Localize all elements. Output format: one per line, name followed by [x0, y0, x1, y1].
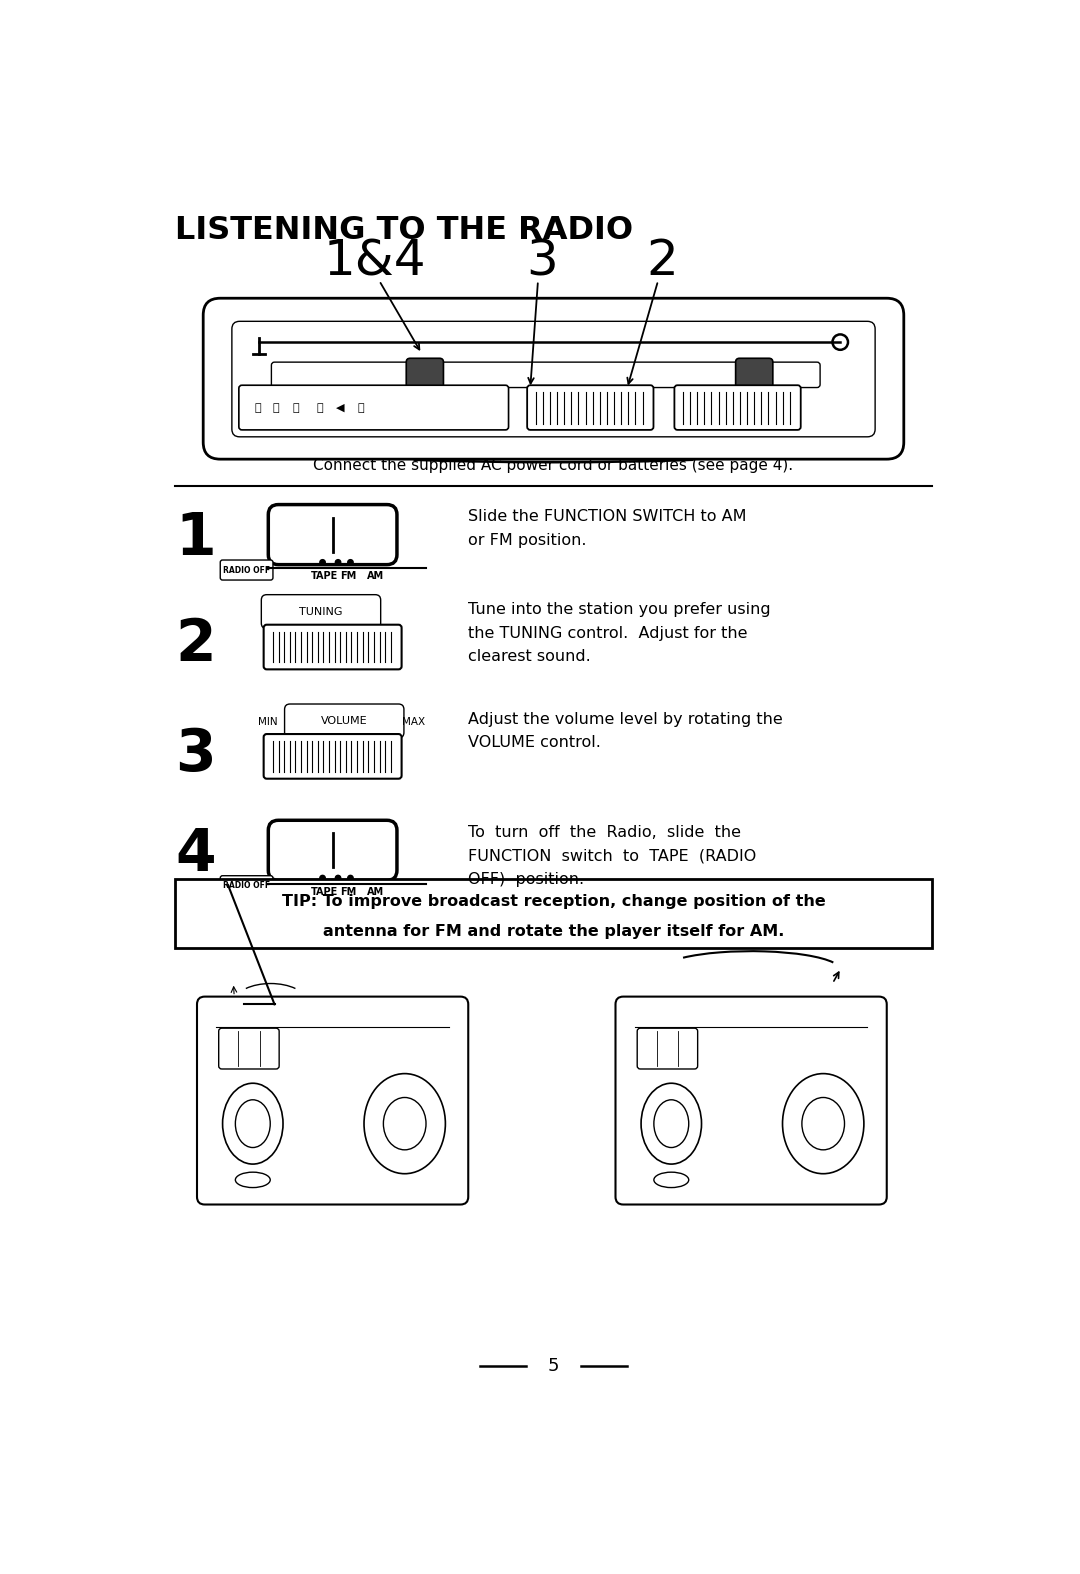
Circle shape	[348, 560, 353, 565]
Text: ⏺: ⏺	[357, 403, 365, 412]
Ellipse shape	[801, 1097, 845, 1151]
FancyBboxPatch shape	[264, 733, 402, 779]
Text: LISTENING TO THE RADIO: LISTENING TO THE RADIO	[175, 216, 634, 246]
Text: FM: FM	[340, 886, 356, 897]
FancyBboxPatch shape	[271, 362, 820, 387]
Text: ⏸: ⏸	[254, 403, 260, 412]
Circle shape	[320, 560, 325, 565]
Text: 2: 2	[646, 238, 678, 285]
FancyBboxPatch shape	[637, 1028, 698, 1069]
Text: antenna for FM and rotate the player itself for AM.: antenna for FM and rotate the player its…	[323, 924, 784, 938]
FancyBboxPatch shape	[261, 595, 380, 628]
FancyBboxPatch shape	[616, 996, 887, 1204]
Text: VOLUME: VOLUME	[321, 716, 367, 726]
Ellipse shape	[235, 1173, 270, 1187]
FancyBboxPatch shape	[232, 321, 875, 438]
Text: Connect the supplied AC power cord or batteries (see page 4).: Connect the supplied AC power cord or ba…	[313, 458, 794, 472]
Circle shape	[335, 875, 341, 881]
Text: 3: 3	[175, 726, 216, 782]
Text: 4: 4	[175, 826, 216, 883]
FancyBboxPatch shape	[268, 505, 397, 565]
FancyBboxPatch shape	[220, 875, 273, 896]
Text: ⏮: ⏮	[293, 403, 299, 412]
FancyBboxPatch shape	[527, 386, 653, 430]
Text: 2: 2	[175, 615, 216, 674]
Text: TAPE: TAPE	[311, 571, 338, 581]
Ellipse shape	[235, 1100, 270, 1147]
Ellipse shape	[383, 1097, 426, 1151]
Text: To  turn  off  the  Radio,  slide  the
FUNCTION  switch  to  TAPE  (RADIO
OFF)  : To turn off the Radio, slide the FUNCTIO…	[469, 825, 756, 886]
Text: ⏭: ⏭	[316, 403, 323, 412]
Text: TAPE: TAPE	[311, 886, 338, 897]
Text: 3: 3	[526, 238, 557, 285]
FancyBboxPatch shape	[264, 625, 402, 669]
Text: ⏹: ⏹	[273, 403, 280, 412]
FancyBboxPatch shape	[197, 996, 469, 1204]
FancyBboxPatch shape	[218, 1028, 279, 1069]
Circle shape	[320, 875, 325, 881]
Text: MAX: MAX	[403, 716, 426, 727]
Text: TUNING: TUNING	[299, 606, 342, 617]
FancyBboxPatch shape	[674, 386, 800, 430]
Ellipse shape	[642, 1083, 702, 1165]
Text: FM: FM	[340, 571, 356, 581]
Ellipse shape	[653, 1100, 689, 1147]
FancyBboxPatch shape	[284, 704, 404, 738]
FancyBboxPatch shape	[220, 560, 273, 581]
Circle shape	[348, 875, 353, 881]
Text: 5: 5	[548, 1357, 559, 1376]
Text: MIN: MIN	[258, 716, 279, 727]
Ellipse shape	[222, 1083, 283, 1165]
Ellipse shape	[653, 1173, 689, 1187]
Text: TIP: To improve broadcast reception, change position of the: TIP: To improve broadcast reception, cha…	[282, 894, 825, 910]
FancyBboxPatch shape	[406, 359, 444, 390]
Text: RADIO OFF: RADIO OFF	[224, 565, 270, 575]
FancyBboxPatch shape	[268, 820, 397, 880]
FancyBboxPatch shape	[203, 297, 904, 460]
FancyBboxPatch shape	[239, 386, 509, 430]
Text: RADIO OFF: RADIO OFF	[224, 881, 270, 891]
Text: AM: AM	[367, 571, 383, 581]
Text: 1&4: 1&4	[324, 238, 427, 285]
Text: Slide the FUNCTION SWITCH to AM
or FM position.: Slide the FUNCTION SWITCH to AM or FM po…	[469, 510, 746, 548]
Text: AM: AM	[367, 886, 383, 897]
FancyBboxPatch shape	[175, 878, 932, 948]
Text: Tune into the station you prefer using
the TUNING control.  Adjust for the
clear: Tune into the station you prefer using t…	[469, 603, 771, 664]
Circle shape	[335, 560, 341, 565]
Ellipse shape	[364, 1073, 445, 1174]
Ellipse shape	[783, 1073, 864, 1174]
FancyBboxPatch shape	[735, 359, 773, 390]
Text: Adjust the volume level by rotating the
VOLUME control.: Adjust the volume level by rotating the …	[469, 711, 783, 751]
Text: 1: 1	[175, 510, 216, 567]
Text: ◀: ◀	[336, 403, 345, 412]
